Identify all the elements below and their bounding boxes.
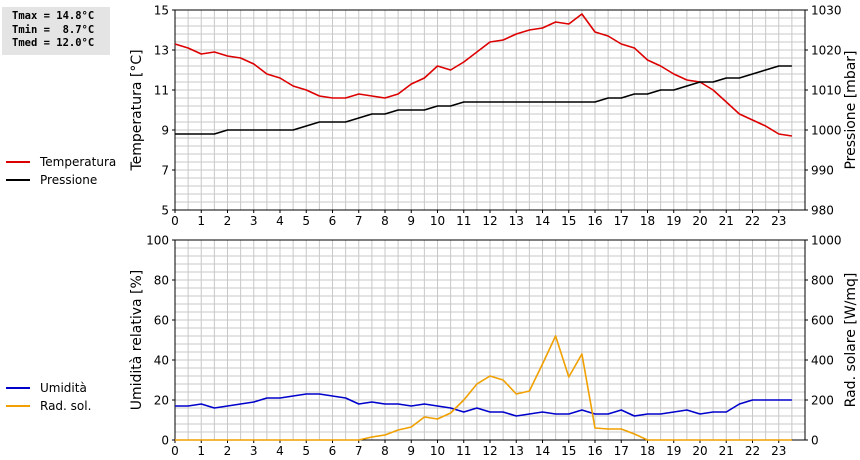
- x-tick-label: 5: [302, 214, 310, 228]
- x-tick-label: 8: [381, 444, 389, 458]
- y-tick-label: 60: [154, 314, 169, 328]
- x-tick-label: 17: [614, 444, 629, 458]
- x-tick-label: 3: [250, 444, 258, 458]
- stat-tmed: Tmed = 12.0°C: [12, 37, 95, 49]
- y-tick-label: 100: [146, 234, 169, 248]
- x-tick-label: 22: [745, 444, 760, 458]
- x-tick-label: 7: [355, 214, 363, 228]
- y-axis-title: Temperatura [°C]: [129, 49, 145, 171]
- y-tick-label: 9: [161, 124, 169, 138]
- x-tick-label: 11: [456, 214, 471, 228]
- series-line-pressione: [175, 65, 792, 135]
- y2-tick-label: 980: [811, 204, 834, 218]
- legend-label: Temperatura: [40, 155, 117, 169]
- y-tick-label: 40: [154, 354, 169, 368]
- x-tick-label: 10: [430, 214, 445, 228]
- x-tick-label: 3: [250, 214, 258, 228]
- x-tick-label: 8: [381, 214, 389, 228]
- x-tick-label: 21: [719, 214, 734, 228]
- y-tick-label: 20: [154, 394, 169, 408]
- x-tick-label: 15: [561, 214, 576, 228]
- legend-item-rad-sol: Rad. sol.: [6, 397, 91, 415]
- legend-swatch: [6, 179, 30, 181]
- x-tick-label: 2: [224, 444, 232, 458]
- x-tick-label: 19: [666, 214, 681, 228]
- legend-swatch: [6, 387, 30, 389]
- series-line-umidit: [175, 393, 792, 417]
- stat-tmax: Tmax = 14.8°C: [12, 10, 95, 22]
- x-tick-label: 22: [745, 214, 760, 228]
- y-tick-label: 0: [161, 434, 169, 448]
- x-tick-label: 14: [535, 444, 550, 458]
- y-tick-label: 11: [154, 84, 169, 98]
- y-tick-label: 7: [161, 164, 169, 178]
- x-tick-label: 17: [614, 214, 629, 228]
- x-tick-label: 9: [407, 444, 415, 458]
- x-tick-label: 20: [692, 214, 707, 228]
- legend-item-umidita: Umidità: [6, 379, 91, 397]
- y-tick-label: 13: [154, 44, 169, 58]
- y-tick-label: 80: [154, 274, 169, 288]
- y2-tick-label: 400: [811, 354, 834, 368]
- legend-item-temperatura: Temperatura: [6, 153, 116, 171]
- stat-tmin: Tmin = 8.7°C: [12, 23, 95, 36]
- x-tick-label: 12: [482, 444, 497, 458]
- y2-tick-label: 1010: [811, 84, 842, 98]
- series-line-rad-sol: [175, 335, 792, 441]
- x-tick-label: 10: [430, 444, 445, 458]
- legend-swatch: [6, 161, 30, 163]
- legend-bottom: Umidità Rad. sol.: [6, 379, 91, 415]
- x-tick-label: 23: [771, 214, 786, 228]
- y2-tick-label: 0: [811, 434, 819, 448]
- stats-box: Tmax = 14.8°C Tmin = 8.7°C Tmed = 12.0°C: [2, 7, 110, 55]
- y2-axis-title: Rad. solare [W/mq]: [843, 273, 859, 408]
- y2-tick-label: 1020: [811, 44, 842, 58]
- x-tick-label: 11: [456, 444, 471, 458]
- series-line-temperatura: [174, 13, 793, 137]
- x-tick-label: 19: [666, 444, 681, 458]
- y2-tick-label: 990: [811, 164, 834, 178]
- legend-label: Umidità: [40, 381, 87, 395]
- x-tick-label: 18: [640, 444, 655, 458]
- x-tick-label: 4: [276, 214, 284, 228]
- x-tick-label: 1: [197, 444, 205, 458]
- x-tick-label: 1: [197, 214, 205, 228]
- legend-label: Rad. sol.: [40, 399, 92, 413]
- x-tick-label: 5: [302, 444, 310, 458]
- x-tick-label: 0: [171, 214, 179, 228]
- x-tick-label: 0: [171, 444, 179, 458]
- y2-tick-label: 1030: [811, 4, 842, 18]
- y-axis-title: Umidità relativa [%]: [129, 270, 145, 411]
- x-tick-label: 15: [561, 444, 576, 458]
- y-tick-label: 5: [161, 204, 169, 218]
- x-tick-label: 6: [329, 444, 337, 458]
- legend-item-pressione: Pressione: [6, 171, 116, 189]
- y2-tick-label: 600: [811, 314, 834, 328]
- y2-tick-label: 200: [811, 394, 834, 408]
- x-tick-label: 21: [719, 444, 734, 458]
- x-tick-label: 9: [407, 214, 415, 228]
- x-tick-label: 14: [535, 214, 550, 228]
- x-tick-label: 6: [329, 214, 337, 228]
- x-tick-label: 2: [224, 214, 232, 228]
- x-tick-label: 13: [509, 444, 524, 458]
- y2-tick-label: 1000: [811, 124, 842, 138]
- legend-swatch: [6, 405, 30, 407]
- x-tick-label: 16: [587, 214, 602, 228]
- x-tick-label: 20: [692, 444, 707, 458]
- x-tick-label: 4: [276, 444, 284, 458]
- x-tick-label: 16: [587, 444, 602, 458]
- y2-axis-title: Pressione [mbar]: [843, 50, 859, 169]
- x-tick-label: 13: [509, 214, 524, 228]
- legend-label: Pressione: [40, 173, 98, 187]
- y-tick-label: 15: [154, 4, 169, 18]
- legend-top: Temperatura Pressione: [6, 153, 116, 189]
- x-tick-label: 12: [482, 214, 497, 228]
- x-tick-label: 18: [640, 214, 655, 228]
- x-tick-label: 23: [771, 444, 786, 458]
- y2-tick-label: 800: [811, 274, 834, 288]
- y2-tick-label: 1000: [811, 234, 842, 248]
- x-tick-label: 7: [355, 444, 363, 458]
